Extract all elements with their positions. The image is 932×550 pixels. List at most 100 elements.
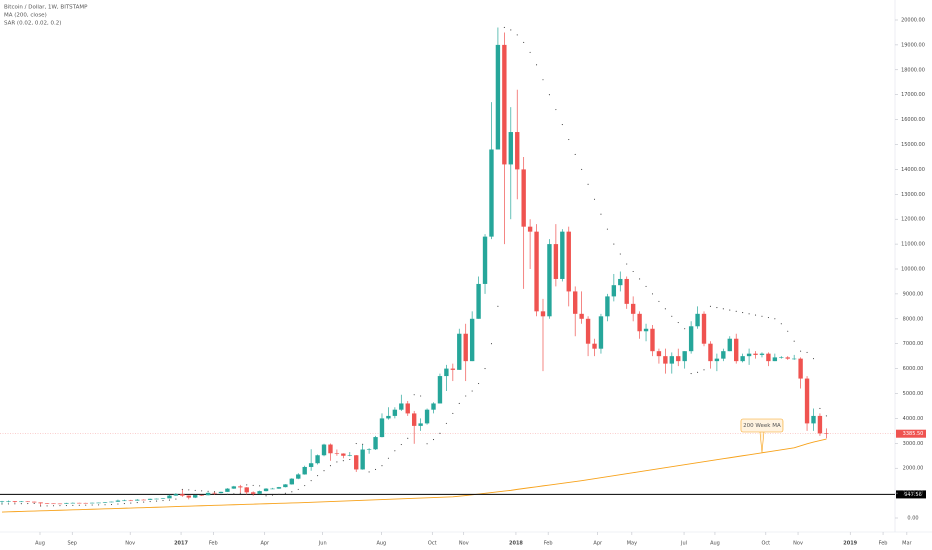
candle-body — [779, 357, 784, 358]
candle-body — [463, 333, 468, 362]
candle-body — [585, 318, 591, 344]
sar-dot — [735, 310, 737, 312]
sar-dot — [536, 64, 538, 66]
candle-body — [489, 149, 494, 237]
candle-body — [115, 500, 121, 502]
ma-line — [1, 438, 827, 513]
plot: 947.56 3385.50 200 Week MA — [0, 26, 926, 513]
sar-dot — [387, 457, 389, 459]
sar-dot — [471, 390, 473, 392]
y-tick-label: 0.00 — [907, 516, 918, 522]
candle-body — [283, 484, 288, 488]
sar-dot — [156, 500, 158, 502]
sar-dot — [548, 94, 550, 96]
x-tick-label: Oct — [762, 541, 771, 547]
sar-dot — [259, 485, 261, 487]
candle-body — [502, 44, 507, 165]
sar-dot — [194, 489, 196, 491]
x-tick-label: Nov — [459, 541, 469, 547]
sar-dot — [812, 358, 815, 360]
candle-body — [263, 488, 269, 492]
sar-dot — [542, 79, 544, 81]
candle-body — [154, 498, 159, 500]
y-tick-label: 1000.00 — [903, 491, 924, 497]
sar-dot — [432, 439, 435, 441]
sar-dot — [651, 293, 654, 295]
candle-body — [160, 498, 166, 499]
candle-body — [296, 474, 301, 479]
candle-body — [96, 502, 101, 504]
sar-dot — [555, 109, 557, 111]
x-tick-label: Feb — [544, 541, 553, 547]
sar-dot — [439, 432, 441, 434]
candle-body — [695, 313, 700, 327]
candle-body — [147, 498, 153, 500]
candle-body — [598, 316, 604, 349]
sar-dot — [188, 489, 190, 491]
sar-dot — [600, 213, 602, 215]
sar-dot — [304, 485, 306, 487]
sar-dot — [394, 450, 396, 452]
sar-dot — [220, 494, 222, 496]
sar-dot — [162, 500, 164, 502]
indicator-sar: SAR (0.02, 0.02, 0.2) — [4, 21, 61, 27]
sar-dot — [271, 494, 274, 496]
candle-body — [495, 44, 501, 150]
sar-dot — [516, 34, 518, 36]
candle-body — [328, 444, 333, 454]
sar-dot — [104, 504, 106, 506]
sar-dot — [110, 504, 113, 506]
candle-body — [469, 318, 475, 362]
sar-dot — [323, 470, 325, 472]
candle-body — [566, 231, 571, 292]
sar-dot — [787, 330, 789, 332]
candle-body — [643, 328, 649, 332]
candle-body — [431, 403, 436, 410]
sar-dot — [130, 502, 132, 504]
sar-dot — [780, 323, 782, 325]
candle-body — [109, 501, 114, 503]
candle-body — [682, 351, 687, 362]
candle-body — [624, 278, 629, 304]
sar-dot — [175, 498, 177, 500]
sar-dot — [632, 270, 634, 273]
sar-dot — [426, 443, 428, 445]
sar-dot — [246, 484, 248, 486]
candle-body — [392, 409, 398, 416]
candle-body — [102, 502, 108, 503]
sar-dot — [767, 317, 769, 319]
sar-dot — [239, 492, 241, 494]
candle-body — [759, 353, 765, 355]
x-tick-label: 2017 — [174, 541, 188, 547]
sar-dot — [52, 505, 55, 507]
candle-body — [334, 453, 340, 454]
sar-dot — [729, 309, 731, 311]
sar-dot — [413, 394, 415, 396]
sar-dot — [207, 490, 209, 492]
candle-body — [250, 492, 256, 494]
sar-dot — [587, 183, 589, 185]
sar-dot — [329, 465, 332, 467]
candle-body — [341, 453, 346, 456]
sar-dot — [46, 505, 48, 507]
candle-body — [701, 313, 707, 344]
y-tick-label: 18000.00 — [901, 67, 925, 73]
candle-body — [225, 488, 230, 492]
candle-body — [534, 231, 539, 312]
candle-body — [515, 132, 520, 170]
candle-body — [772, 357, 778, 362]
candle-body — [135, 499, 140, 501]
candle-body — [817, 415, 823, 434]
sar-dot — [201, 490, 203, 492]
y-tick-label: 2000.00 — [903, 466, 924, 472]
y-tick-label: 16000.00 — [901, 117, 925, 123]
candle-body — [257, 491, 262, 494]
candle-body — [824, 433, 829, 434]
sar-dot — [510, 29, 512, 31]
sar-dot — [72, 504, 74, 506]
sar-dot — [690, 373, 692, 375]
candle-body — [592, 343, 597, 349]
